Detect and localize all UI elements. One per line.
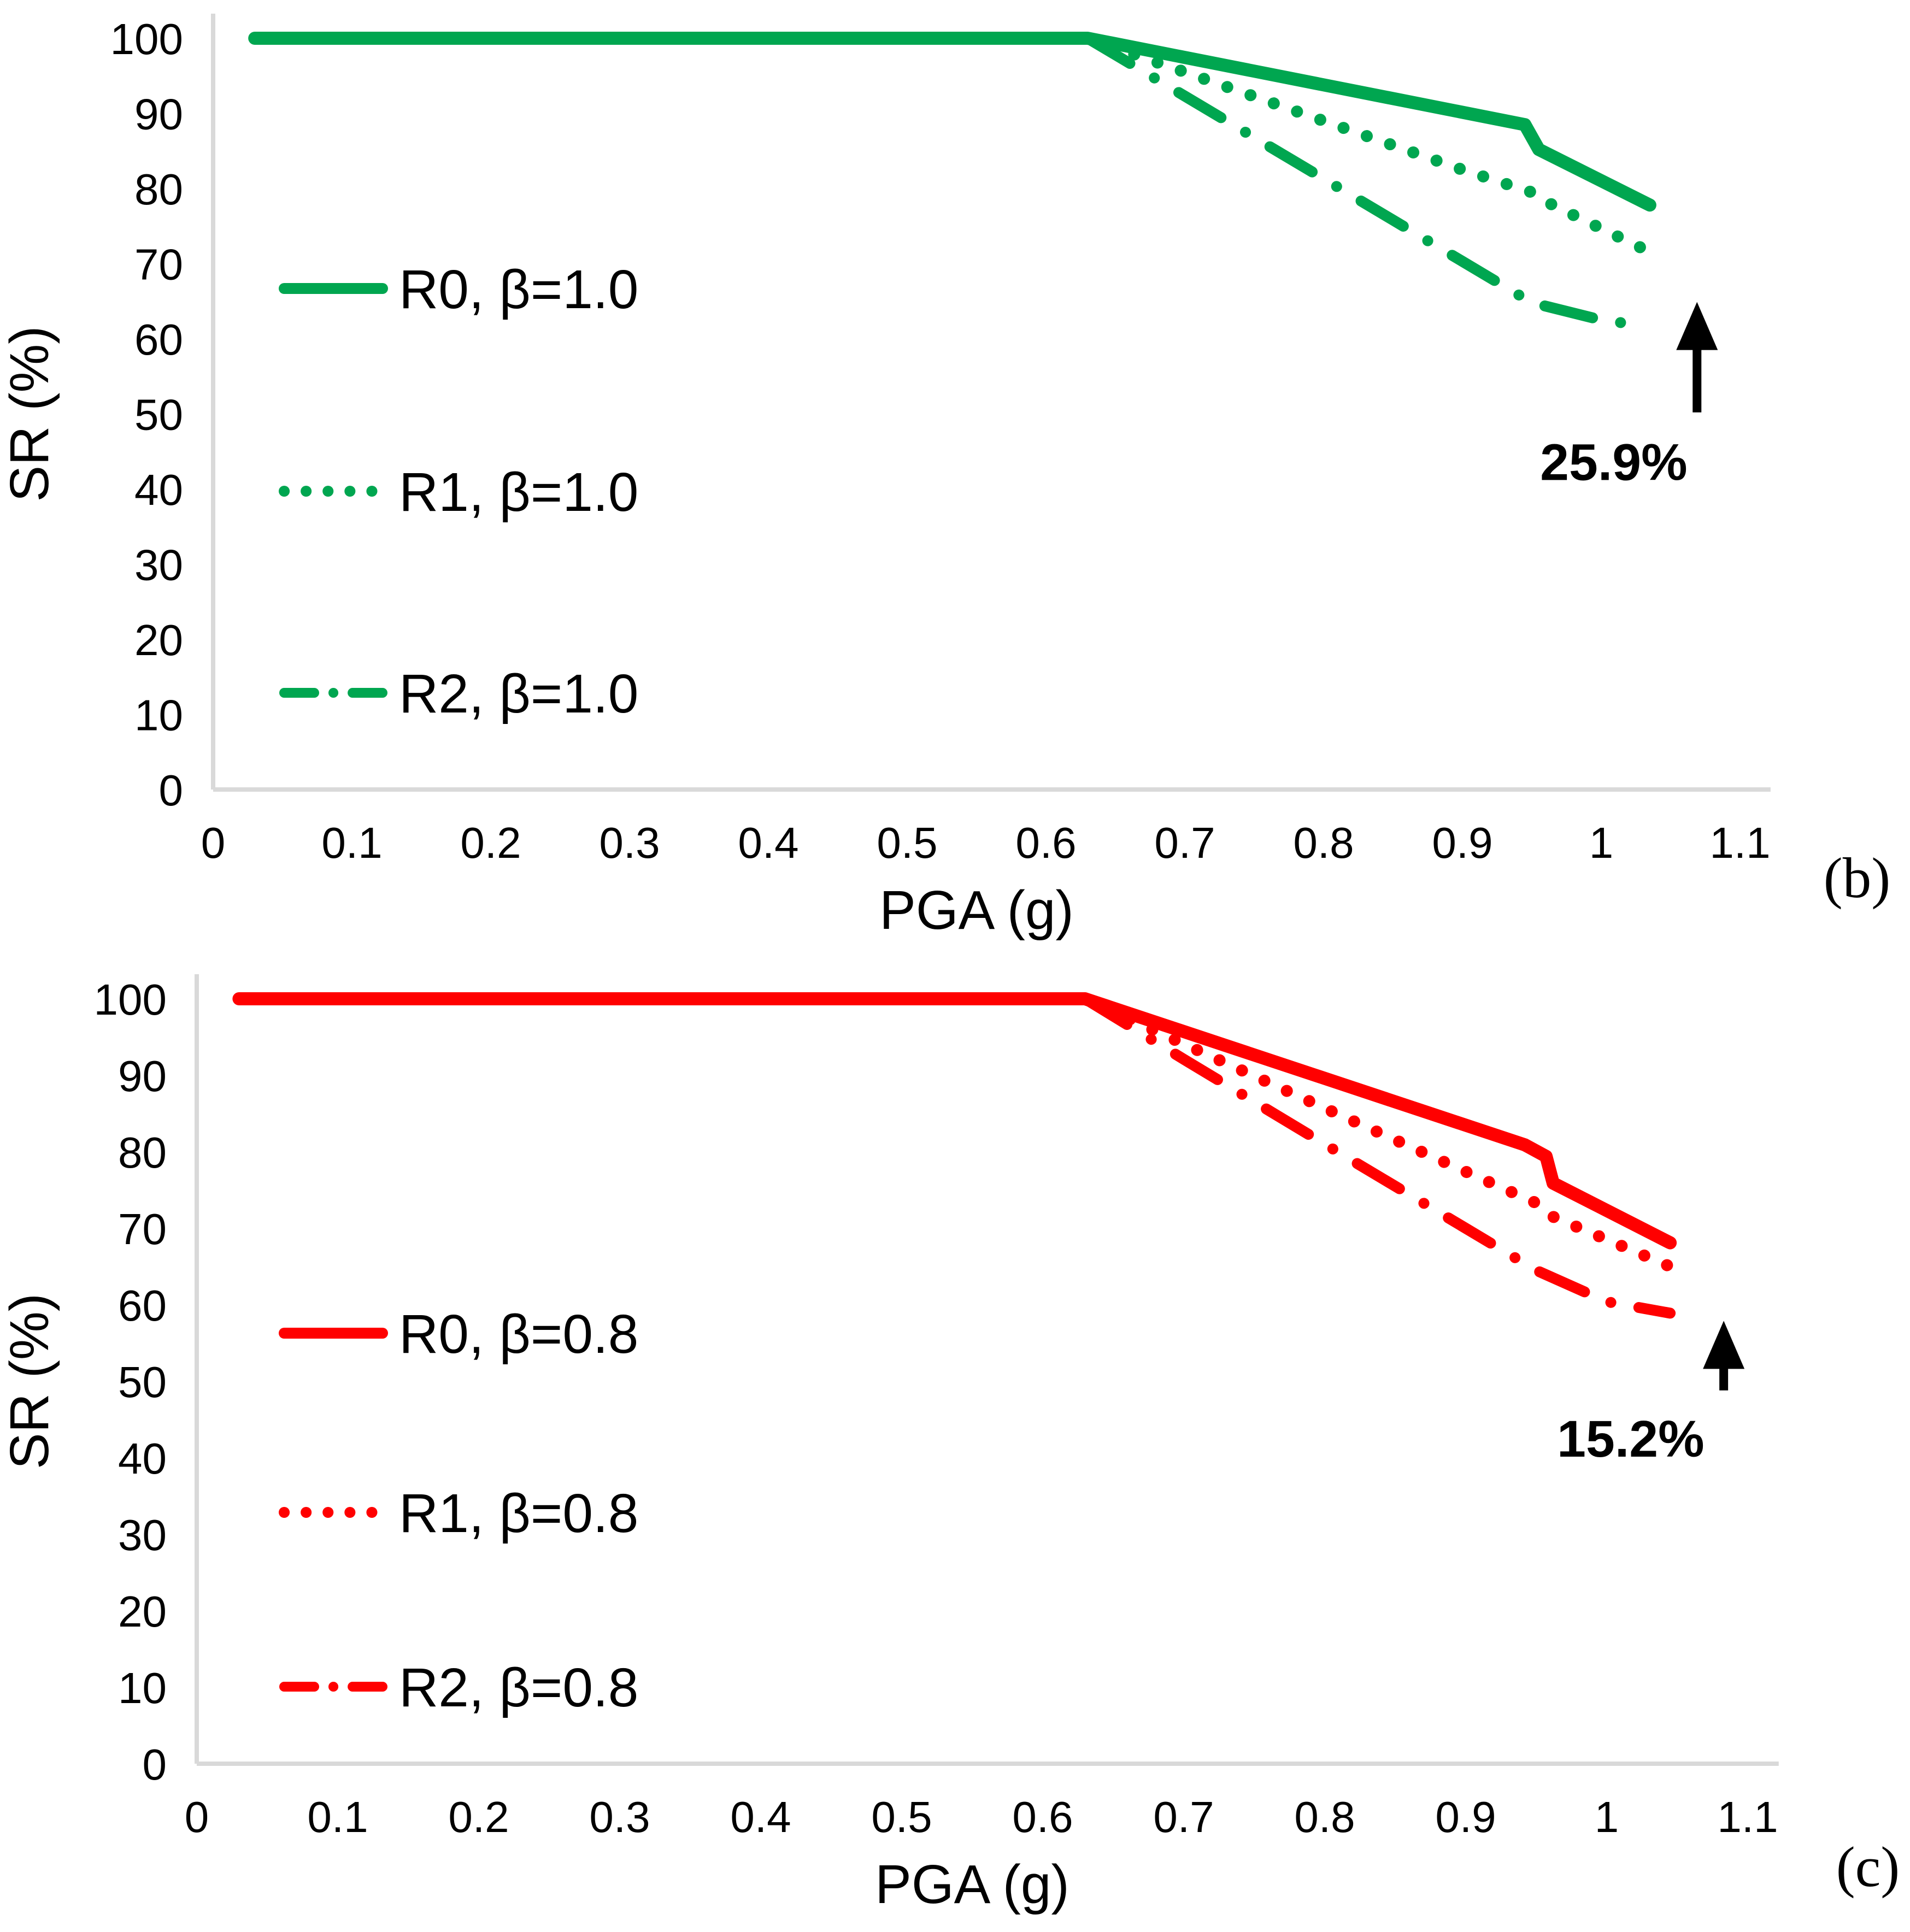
x-tick-label: 0 bbox=[201, 818, 226, 867]
x-tick-label: 1.1 bbox=[1717, 1793, 1778, 1841]
series-line-R0 bbox=[248, 32, 1656, 212]
x-tick-label: 0 bbox=[185, 1793, 209, 1841]
y-tick-label: 60 bbox=[118, 1281, 167, 1330]
series-line-R1 bbox=[1082, 32, 1649, 255]
x-tick-label: 0.3 bbox=[589, 1793, 650, 1841]
panel-label: (c) bbox=[1836, 1835, 1900, 1899]
legend-label: R1, β=0.8 bbox=[399, 1483, 638, 1544]
arrow-up-head-icon bbox=[1703, 1321, 1745, 1369]
x-tick-label: 0.6 bbox=[1012, 1793, 1073, 1841]
legend-label: R1, β=1.0 bbox=[399, 462, 638, 523]
y-axis-title: SR (%) bbox=[0, 1293, 60, 1469]
y-tick-label: 10 bbox=[118, 1664, 167, 1712]
y-tick-label: 70 bbox=[118, 1205, 167, 1253]
y-tick-label: 60 bbox=[134, 315, 183, 364]
x-tick-label: 0.3 bbox=[599, 818, 660, 867]
x-tick-label: 1 bbox=[1589, 818, 1614, 867]
x-tick-label: 0.9 bbox=[1435, 1793, 1496, 1841]
x-tick-label: 0.8 bbox=[1293, 818, 1354, 867]
y-tick-label: 100 bbox=[110, 15, 183, 63]
y-tick-label: 30 bbox=[118, 1511, 167, 1559]
x-tick-label: 0.6 bbox=[1015, 818, 1076, 867]
x-tick-label: 0.2 bbox=[448, 1793, 509, 1841]
panel-label: (b) bbox=[1824, 846, 1890, 910]
arrow-up-head-icon bbox=[1676, 302, 1718, 350]
x-tick-label: 0.9 bbox=[1432, 818, 1492, 867]
y-tick-label: 50 bbox=[118, 1358, 167, 1406]
chart-panel-c-sr-vs-pga-beta-0.8: 0 10 20 30 40 50 60 70 80 90 100 0 0.1 0.2 0.3 0.4 0.5 0.… bbox=[0, 974, 1900, 1915]
y-tick-label: 80 bbox=[118, 1128, 167, 1177]
x-tick-label: 1.1 bbox=[1709, 818, 1770, 867]
legend-label: R0, β=0.8 bbox=[399, 1304, 638, 1365]
y-tick-label: 30 bbox=[134, 541, 183, 590]
x-tick-label: 0.8 bbox=[1294, 1793, 1355, 1841]
legend-label: R2, β=1.0 bbox=[399, 663, 638, 724]
legend-label: R0, β=1.0 bbox=[399, 259, 638, 320]
x-tick-label: 0.7 bbox=[1153, 1793, 1214, 1841]
legend-label: R2, β=0.8 bbox=[399, 1657, 638, 1718]
y-tick-label: 50 bbox=[134, 391, 183, 439]
x-tick-label: 0.1 bbox=[307, 1793, 368, 1841]
y-tick-label: 40 bbox=[134, 466, 183, 514]
y-tick-label: 90 bbox=[134, 90, 183, 139]
x-tick-label: 0.4 bbox=[730, 1793, 791, 1841]
x-tick-label: 0.1 bbox=[321, 818, 382, 867]
x-tick-label: 0.7 bbox=[1154, 818, 1215, 867]
x-tick-label: 1 bbox=[1595, 1793, 1619, 1841]
x-axis-title: PGA (g) bbox=[875, 1854, 1069, 1915]
x-tick-label: 0.2 bbox=[460, 818, 521, 867]
y-tick-label: 100 bbox=[94, 975, 167, 1024]
x-tick-label: 0.4 bbox=[738, 818, 798, 867]
y-tick-label: 40 bbox=[118, 1434, 167, 1483]
y-tick-label: 70 bbox=[134, 240, 183, 289]
y-tick-label: 0 bbox=[159, 766, 184, 815]
y-tick-label: 10 bbox=[134, 691, 183, 740]
y-tick-label: 80 bbox=[134, 165, 183, 214]
y-tick-label: 0 bbox=[143, 1740, 167, 1789]
annotation-label: 15.2% bbox=[1557, 1410, 1704, 1468]
x-tick-label: 0.5 bbox=[871, 1793, 932, 1841]
y-axis-title: SR (%) bbox=[0, 326, 60, 502]
x-axis-title: PGA (g) bbox=[879, 880, 1074, 941]
series-line-R0 bbox=[232, 992, 1677, 1250]
y-tick-label: 20 bbox=[134, 616, 183, 664]
chart-panel-b-sr-vs-pga-beta-1.0: 0 10 20 30 40 50 60 70 80 90 100 0 0.1 0.2 0.3 0.4 0.5 0.… bbox=[0, 14, 1890, 941]
series-line-R2 bbox=[1082, 33, 1635, 329]
series-line-R2 bbox=[1079, 993, 1676, 1319]
series-line-R1 bbox=[1079, 993, 1677, 1273]
annotation-label: 25.9% bbox=[1540, 434, 1687, 492]
y-tick-label: 20 bbox=[118, 1587, 167, 1636]
x-tick-label: 0.5 bbox=[877, 818, 937, 867]
y-tick-label: 90 bbox=[118, 1052, 167, 1100]
